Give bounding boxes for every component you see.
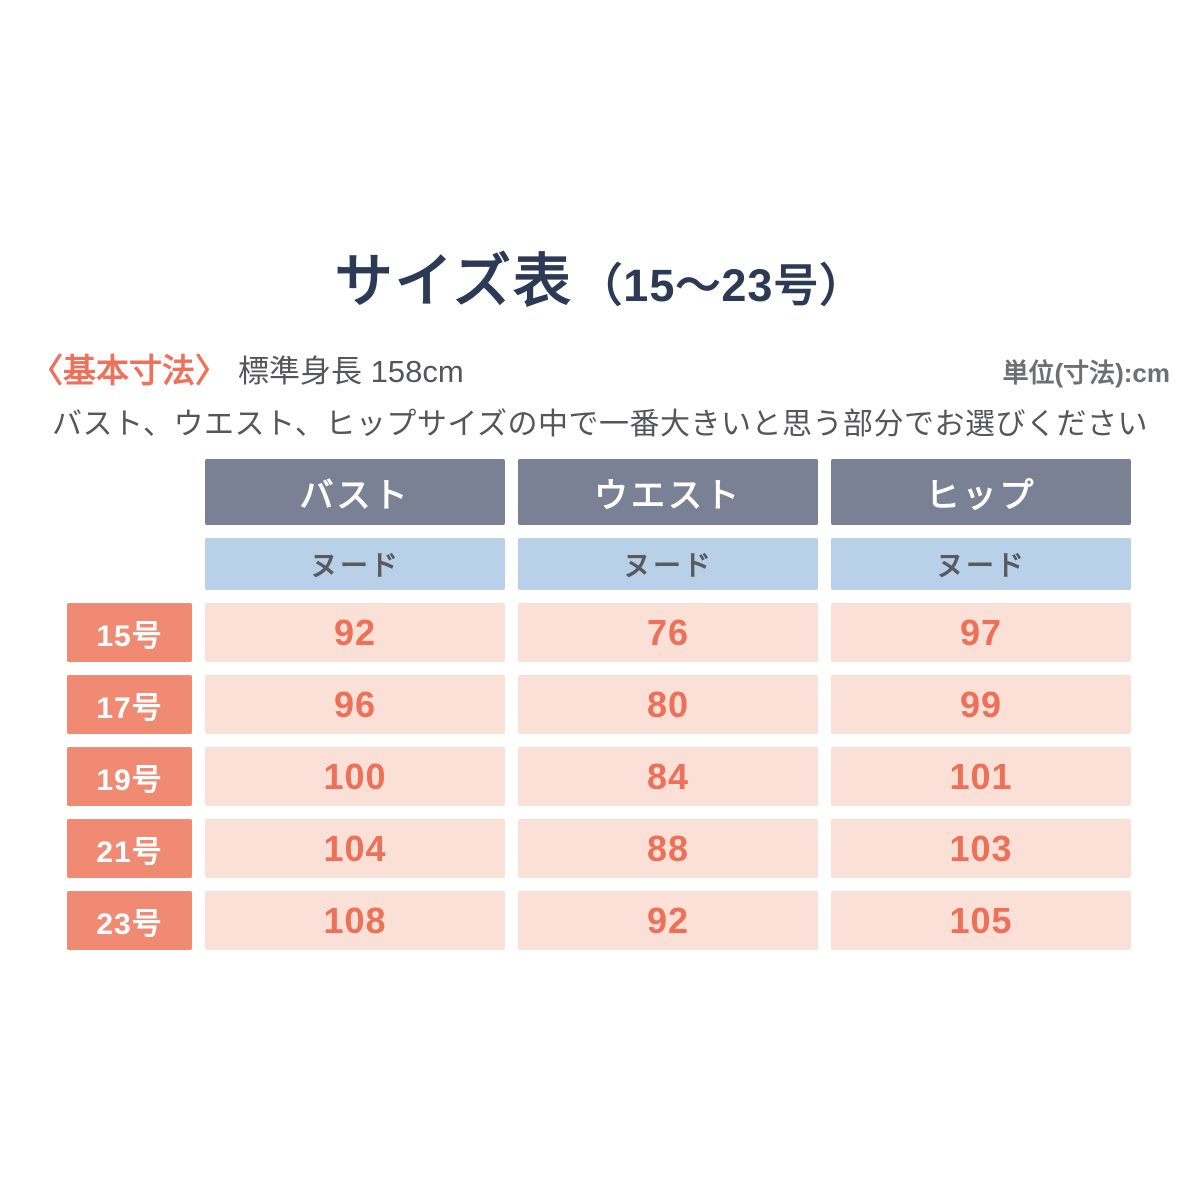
value-size15-hip: 97: [831, 603, 1131, 662]
value-size23-waist: 92: [518, 891, 818, 950]
subheader-hip-nude: ヌード: [831, 538, 1131, 590]
row-label-size-23: 23号: [67, 891, 192, 950]
subheader-spacer: [67, 538, 192, 590]
column-header-hip: ヒップ: [831, 459, 1131, 525]
value-size17-hip: 99: [831, 675, 1131, 734]
page-title: サイズ表 （15〜23号）: [0, 234, 1200, 318]
row-label-size-21: 21号: [67, 819, 192, 878]
selection-instruction: バスト、ウエスト、ヒップサイズの中で一番大きいと思う部分でお選びください: [52, 408, 1148, 441]
size-table: バスト ウエスト ヒップ ヌード ヌード ヌード 15号 92 76 97 17…: [67, 459, 1131, 950]
column-header-bust: バスト: [205, 459, 505, 525]
value-size17-bust: 96: [205, 675, 505, 734]
subheader-waist-nude: ヌード: [518, 538, 818, 590]
value-size23-hip: 105: [831, 891, 1131, 950]
value-size21-hip: 103: [831, 819, 1131, 878]
value-size19-waist: 84: [518, 747, 818, 806]
column-header-waist: ウエスト: [518, 459, 818, 525]
basic-dimensions-group: 〈基本寸法〉 標準身長 158cm: [30, 344, 464, 392]
unit-note: 単位(寸法):cm: [1002, 358, 1170, 388]
value-size19-hip: 101: [831, 747, 1131, 806]
value-size23-bust: 108: [205, 891, 505, 950]
value-size21-bust: 104: [205, 819, 505, 878]
row-label-size-17: 17号: [67, 675, 192, 734]
value-size19-bust: 100: [205, 747, 505, 806]
value-size15-waist: 76: [518, 603, 818, 662]
value-size21-waist: 88: [518, 819, 818, 878]
meta-row: 〈基本寸法〉 標準身長 158cm 単位(寸法):cm: [30, 344, 1170, 392]
header-spacer: [67, 459, 192, 525]
row-label-size-19: 19号: [67, 747, 192, 806]
row-label-size-15: 15号: [67, 603, 192, 662]
page-title-main: サイズ表: [334, 249, 573, 314]
page-title-range: （15〜23号）: [577, 260, 866, 311]
basic-dimensions-label: 〈基本寸法〉: [30, 352, 228, 389]
standard-height-label: 標準身長 158cm: [238, 354, 464, 389]
subheader-bust-nude: ヌード: [205, 538, 505, 590]
value-size15-bust: 92: [205, 603, 505, 662]
value-size17-waist: 80: [518, 675, 818, 734]
